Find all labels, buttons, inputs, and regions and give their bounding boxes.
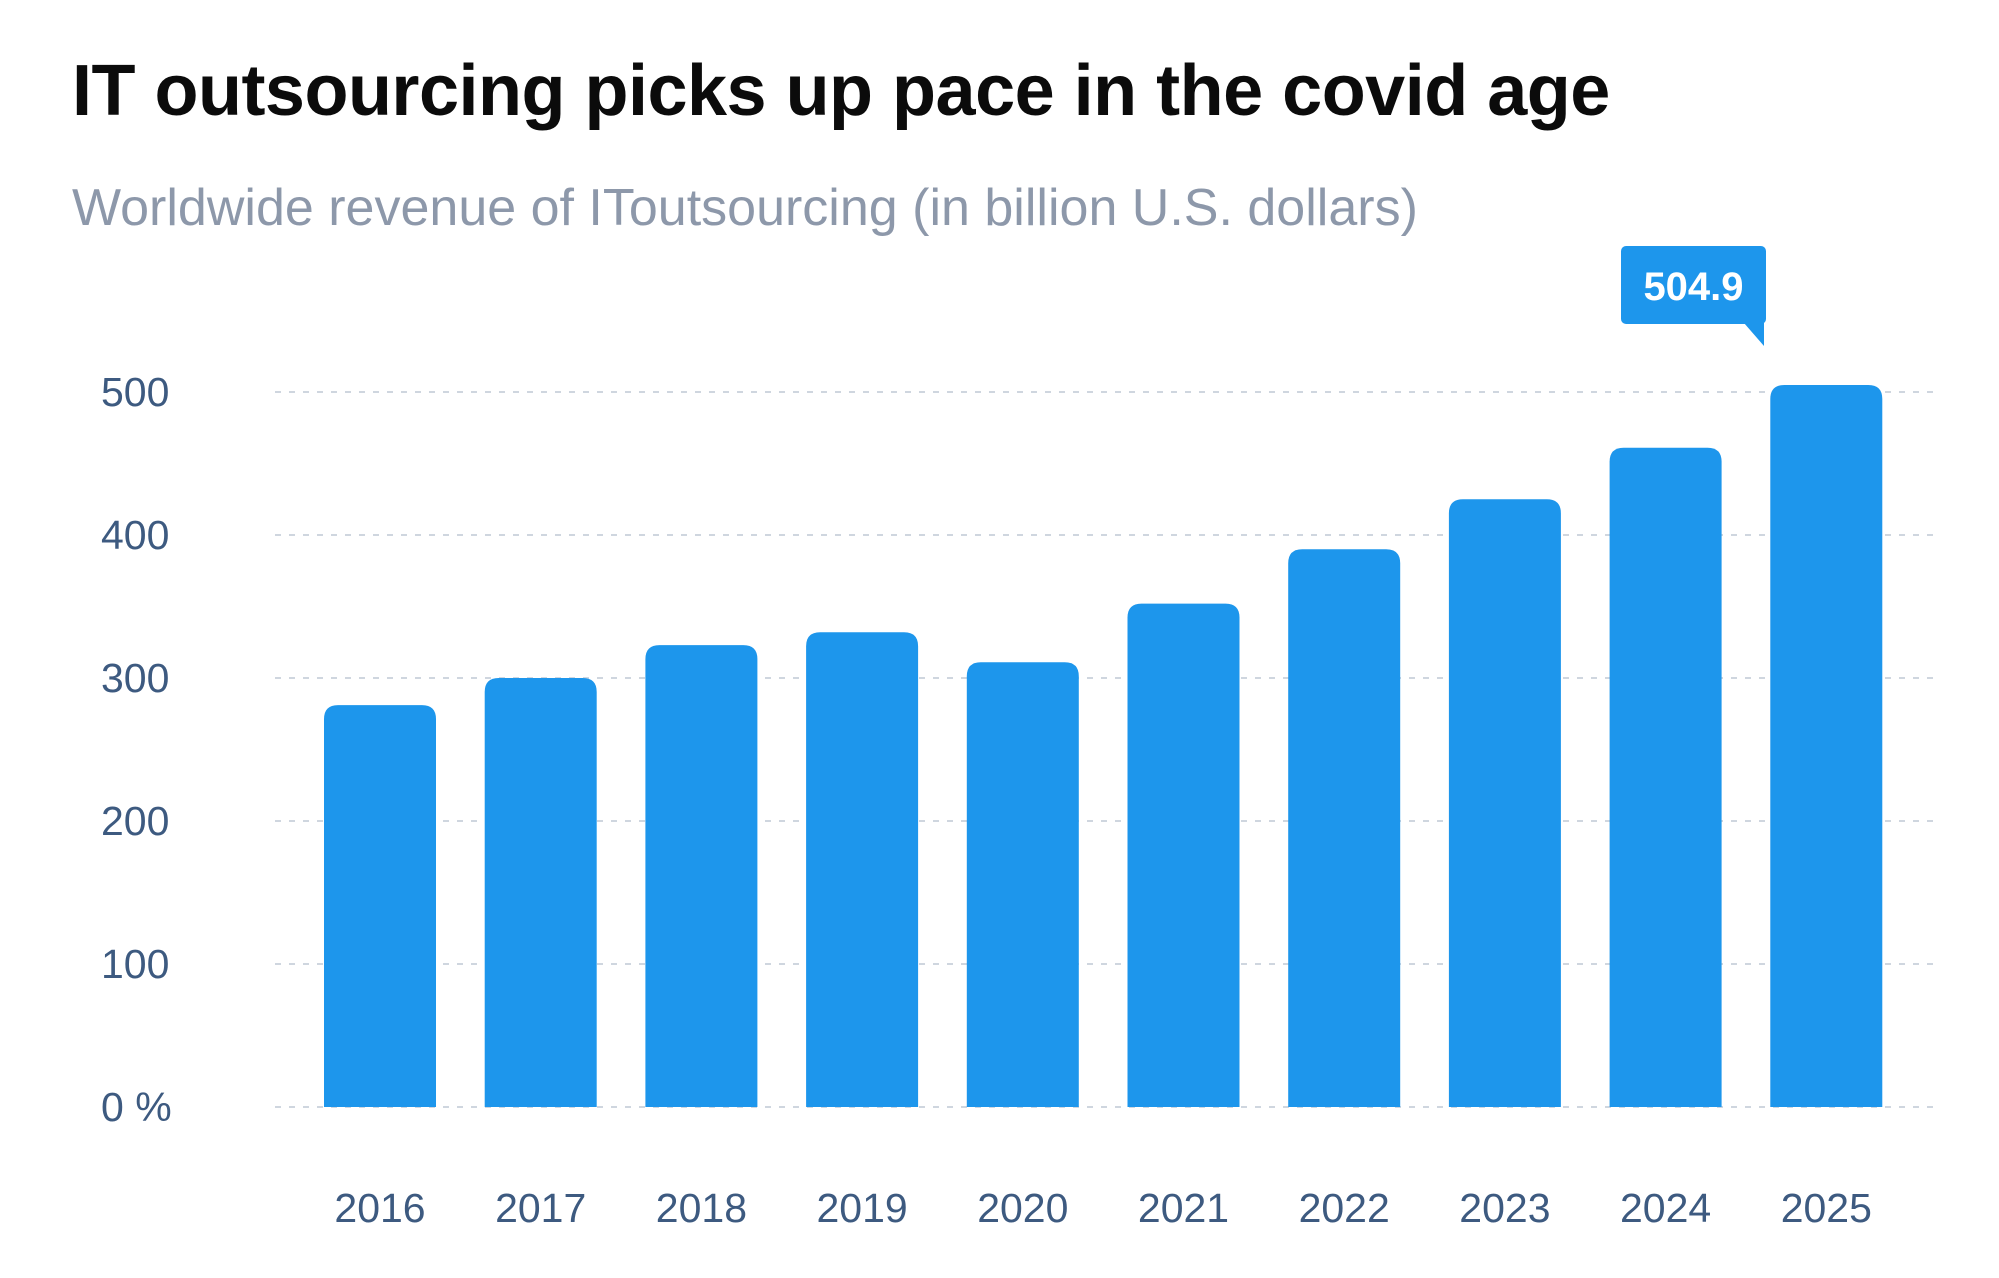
x-tick-label: 2017 <box>495 1185 586 1231</box>
y-tick-label: 0 % <box>101 1084 172 1130</box>
y-tick-label: 100 <box>101 941 169 987</box>
y-tick-label: 300 <box>101 655 169 701</box>
x-tick-label: 2021 <box>1138 1185 1229 1231</box>
bar-2022 <box>1288 549 1401 1107</box>
bar-2020 <box>966 662 1079 1107</box>
bar-2019 <box>806 632 919 1107</box>
x-tick-label: 2022 <box>1299 1185 1390 1231</box>
x-tick-label: 2019 <box>816 1185 907 1231</box>
bar-2018 <box>645 645 758 1107</box>
chart-title: IT outsourcing picks up pace in the covi… <box>72 51 1610 131</box>
x-tick-label: 2018 <box>656 1185 747 1231</box>
value-callout-pointer <box>1744 323 1764 346</box>
bar-2021 <box>1127 603 1240 1107</box>
chart-subtitle: Worldwide revenue of IToutsourcing (in b… <box>72 179 1418 237</box>
y-tick-label: 400 <box>101 512 169 558</box>
x-tick-label: 2025 <box>1781 1185 1872 1231</box>
x-tick-label: 2023 <box>1459 1185 1550 1231</box>
bar-2025 <box>1770 384 1883 1107</box>
value-callout <box>1621 246 1766 324</box>
bar-2016 <box>324 705 436 1107</box>
x-tick-label: 2016 <box>334 1185 425 1231</box>
bar-2023 <box>1448 499 1561 1107</box>
x-tick-label: 2020 <box>977 1185 1068 1231</box>
y-tick-label: 200 <box>101 798 169 844</box>
y-tick-label: 500 <box>101 369 169 415</box>
value-callout-label: 504.9 <box>1643 265 1743 309</box>
bar-2017 <box>484 678 597 1107</box>
x-tick-label: 2024 <box>1620 1185 1711 1231</box>
bar-2024 <box>1609 447 1722 1107</box>
